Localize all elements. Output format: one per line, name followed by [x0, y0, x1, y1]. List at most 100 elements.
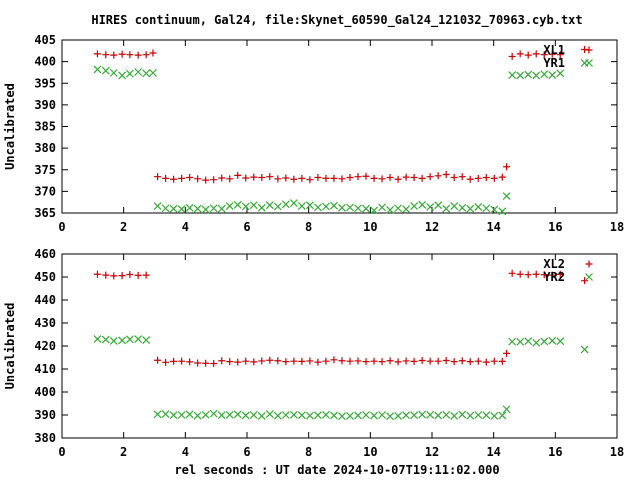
- x-tick-label: 14: [486, 220, 500, 234]
- yr1-point: [450, 202, 459, 211]
- xl2-point: [410, 357, 418, 365]
- yr1-point: [556, 69, 565, 78]
- xl2-point: [402, 357, 410, 365]
- xl1-point: [322, 174, 330, 182]
- y-tick-label: 405: [34, 33, 56, 47]
- yr2-point: [134, 335, 143, 344]
- x-tick-label: 2: [120, 445, 127, 459]
- x-tick-label: 12: [425, 220, 439, 234]
- xl1-point: [540, 51, 548, 59]
- xl2-point: [434, 357, 442, 365]
- yr1-point: [434, 201, 443, 210]
- xl1-point: [503, 163, 511, 171]
- yr2-point: [370, 411, 378, 420]
- xl2-point: [306, 357, 314, 365]
- y-tick-label: 460: [34, 247, 56, 261]
- xl1-point: [218, 174, 226, 182]
- xl1-point: [194, 175, 202, 183]
- yr1-point: [265, 201, 274, 210]
- xl1-point: [362, 172, 370, 180]
- yr1-point: [418, 200, 427, 209]
- x-tick-label: 14: [486, 445, 500, 459]
- chart-title: HIRES continuum, Gal24, file:Skynet_6059…: [91, 13, 582, 28]
- y-axis-label: Uncalibrated: [3, 303, 17, 390]
- yr2-point: [402, 411, 411, 420]
- yr1-point: [313, 203, 322, 212]
- yr1-point: [330, 201, 338, 210]
- yr2-point: [434, 411, 443, 420]
- xl1-point: [202, 176, 210, 184]
- yr1-point: [346, 203, 354, 212]
- yr2-point: [209, 409, 218, 418]
- panel-top: 365 370 375 380 385 390 395 400 405 0 2 4 6 8 10 12 14 16…: [3, 33, 624, 234]
- xl1-point: [306, 176, 314, 184]
- xl1-point: [93, 50, 101, 58]
- legend-marker-xl2: [585, 260, 593, 268]
- xl2-point: [370, 357, 378, 365]
- y-tick-label: 390: [34, 98, 56, 112]
- panel-bottom: 380 390 400 410 420 430 440 450 460 0 2 4 6 8 10 12 14 16…: [3, 247, 624, 459]
- xl2-point: [194, 359, 202, 367]
- yr1-point: [185, 203, 194, 212]
- y-tick-label: 440: [34, 293, 56, 307]
- yr1-point: [153, 202, 162, 211]
- xl1-point: [508, 52, 516, 60]
- yr1-point: [426, 203, 435, 211]
- xl1-point: [402, 173, 410, 181]
- xl2-point: [386, 357, 394, 365]
- xl1-point: [250, 173, 258, 181]
- yr1-point: [273, 202, 282, 211]
- xl2-point: [362, 358, 370, 366]
- yr1-point: [490, 205, 499, 214]
- yr2-point: [109, 337, 118, 345]
- y-tick-label: 430: [34, 316, 56, 330]
- yr2-point: [313, 411, 322, 420]
- yr1-point: [177, 205, 186, 214]
- xl1-point: [126, 51, 134, 59]
- x-tick-label: 8: [305, 445, 312, 459]
- xl1-point: [266, 173, 274, 181]
- x-tick-label: 10: [363, 220, 377, 234]
- yr2-point: [177, 411, 186, 419]
- xl1-point: [102, 51, 110, 59]
- xl2-point: [524, 271, 532, 279]
- yr1-point: [305, 201, 314, 210]
- xl1-point: [556, 51, 564, 59]
- y-axis-label: Uncalibrated: [3, 83, 17, 170]
- xl2-point: [482, 358, 490, 366]
- x-tick-label: 4: [182, 445, 189, 459]
- yr1-point: [161, 204, 170, 213]
- yr1-point: [142, 69, 151, 78]
- xl1-point: [178, 174, 186, 182]
- yr1-point: [548, 71, 557, 79]
- yr2-point: [125, 335, 134, 344]
- xl2-point: [508, 269, 516, 277]
- yr2-point: [153, 410, 162, 419]
- yr2-point: [185, 410, 194, 419]
- xl2-point: [532, 270, 540, 278]
- yr1-point: [281, 200, 290, 209]
- legend-marker-yr1: [585, 59, 593, 67]
- xl1-point: [149, 49, 157, 57]
- xl2-point: [338, 357, 346, 365]
- yr2-point: [225, 410, 234, 419]
- xl2-point: [581, 277, 589, 285]
- xl1-point: [450, 174, 458, 182]
- xl1-point: [314, 174, 322, 182]
- yr1-point: [402, 205, 411, 214]
- yr1-point: [502, 192, 511, 201]
- yr1-point: [225, 202, 234, 211]
- yr1-point: [508, 71, 517, 79]
- yr2-point: [249, 411, 258, 419]
- yr1-point: [516, 71, 525, 80]
- yr1-point: [532, 71, 541, 80]
- xl2-point: [242, 357, 250, 365]
- yr2-point: [233, 410, 242, 419]
- yr2-point: [458, 410, 467, 419]
- yr2-point: [410, 411, 419, 420]
- yr1-point: [257, 203, 266, 212]
- y-tick-label: 410: [34, 362, 56, 376]
- yr2-point: [346, 411, 354, 420]
- yr2-point: [338, 412, 346, 421]
- legend-label-yr1: YR1: [543, 56, 565, 70]
